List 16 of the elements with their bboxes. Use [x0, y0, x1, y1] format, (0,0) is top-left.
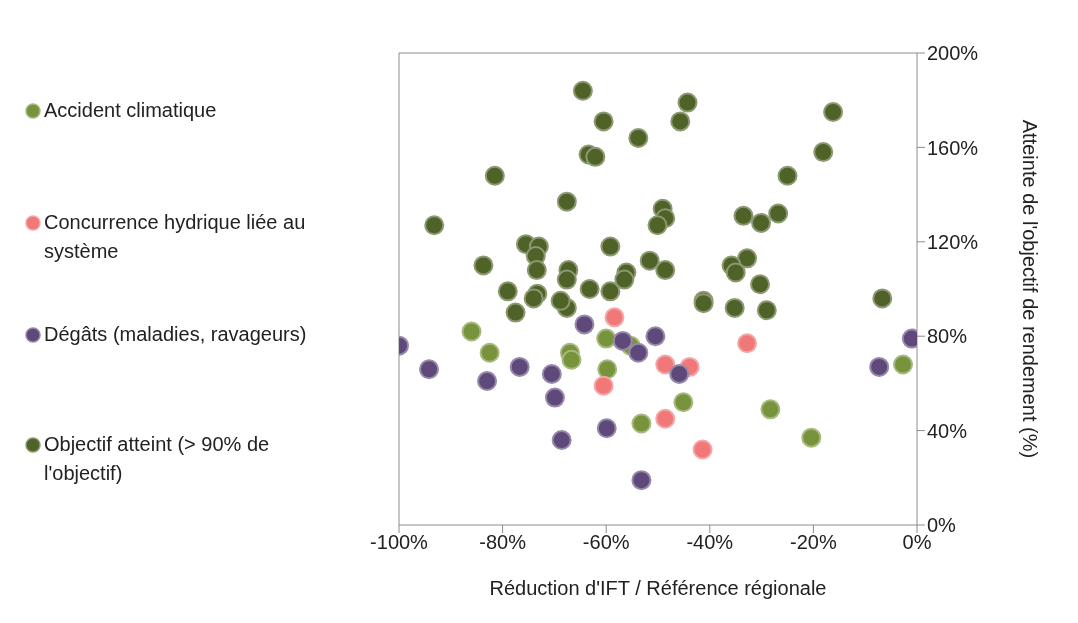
x-axis-title: Réduction d'IFT / Référence régionale	[489, 577, 827, 599]
x-tick-label: -60%	[582, 531, 630, 554]
y-tick-label: 160%	[927, 136, 979, 159]
y-tick-label: 80%	[927, 325, 968, 348]
y-tick-label: 40%	[927, 419, 968, 442]
y-axis-title: Atteinte de l'objectif de rendement (%)	[1018, 119, 1041, 459]
x-tick-label: -40%	[686, 531, 734, 554]
y-tick-label: 120%	[927, 230, 979, 253]
y-tick-label: 200%	[927, 42, 979, 65]
legend-label: Objectif atteint (> 90% de l'objectif)	[44, 432, 271, 486]
legend-label: Accident climatique	[44, 98, 217, 123]
legend-label: Dégâts (maladies, ravageurs)	[44, 322, 307, 347]
x-tick-label: -20%	[790, 531, 837, 554]
x-tick-label: -80%	[479, 531, 527, 554]
x-tick-label: -100%	[370, 531, 429, 554]
legend-label: Concurrence hydrique liée au système	[44, 210, 307, 264]
